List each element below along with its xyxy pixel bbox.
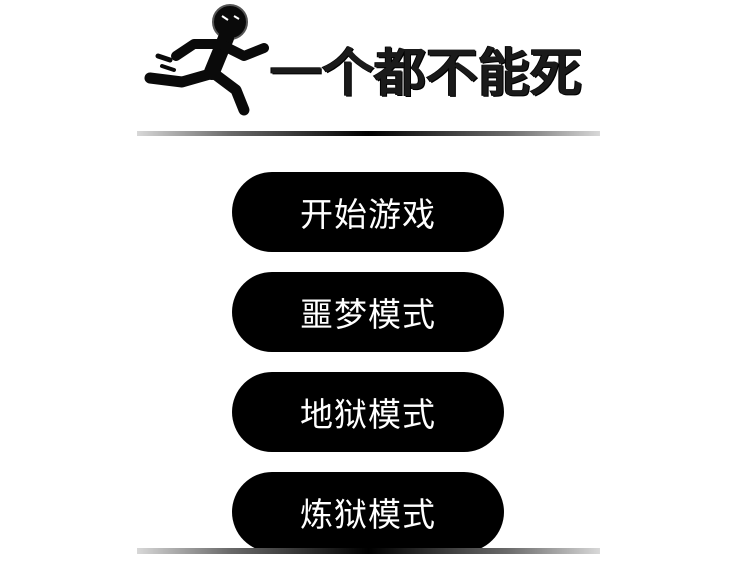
top-divider bbox=[137, 131, 600, 136]
nightmare-mode-button[interactable]: 噩梦模式 bbox=[232, 272, 504, 352]
game-logo: 一个都不能死 bbox=[140, 0, 610, 125]
purgatory-mode-button[interactable]: 炼狱模式 bbox=[232, 472, 504, 552]
stick-figure-runner-icon bbox=[144, 4, 269, 116]
bottom-divider bbox=[137, 548, 600, 554]
start-game-button[interactable]: 开始游戏 bbox=[232, 172, 504, 252]
game-title: 一个都不能死 bbox=[270, 44, 583, 104]
hell-mode-button[interactable]: 地狱模式 bbox=[232, 372, 504, 452]
